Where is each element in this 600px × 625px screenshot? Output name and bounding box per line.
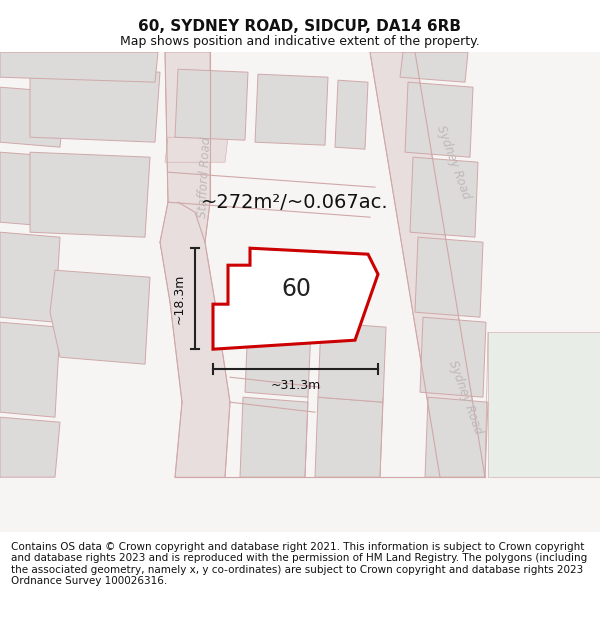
Polygon shape: [255, 74, 328, 145]
Polygon shape: [165, 137, 228, 162]
Text: Sydney Road: Sydney Road: [446, 359, 484, 436]
Text: Map shows position and indicative extent of the property.: Map shows position and indicative extent…: [120, 36, 480, 48]
Polygon shape: [370, 52, 485, 478]
Text: Sydney Road: Sydney Road: [434, 124, 472, 201]
Polygon shape: [0, 322, 60, 418]
Polygon shape: [0, 152, 65, 227]
Polygon shape: [405, 82, 473, 157]
Polygon shape: [315, 398, 383, 478]
Polygon shape: [245, 322, 311, 398]
Text: ~18.3m: ~18.3m: [173, 274, 185, 324]
Polygon shape: [50, 270, 150, 364]
Polygon shape: [160, 52, 230, 478]
Text: Contains OS data © Crown copyright and database right 2021. This information is : Contains OS data © Crown copyright and d…: [11, 542, 587, 586]
Polygon shape: [30, 67, 160, 142]
Polygon shape: [0, 52, 600, 532]
Polygon shape: [0, 87, 65, 147]
Polygon shape: [420, 317, 486, 398]
Polygon shape: [410, 157, 478, 237]
Polygon shape: [488, 332, 600, 478]
Text: 60, SYDNEY ROAD, SIDCUP, DA14 6RB: 60, SYDNEY ROAD, SIDCUP, DA14 6RB: [139, 19, 461, 34]
Polygon shape: [415, 237, 483, 317]
Polygon shape: [400, 52, 468, 82]
Text: ~272m²/~0.067ac.: ~272m²/~0.067ac.: [201, 192, 389, 212]
Polygon shape: [425, 398, 488, 478]
Polygon shape: [0, 232, 60, 322]
Text: Stafford Road: Stafford Road: [196, 136, 214, 218]
Polygon shape: [0, 52, 158, 82]
Polygon shape: [335, 80, 368, 149]
Polygon shape: [213, 248, 378, 349]
Text: ~31.3m: ~31.3m: [271, 379, 320, 392]
Polygon shape: [30, 152, 150, 237]
Polygon shape: [318, 322, 386, 402]
Polygon shape: [240, 398, 308, 478]
Text: 60: 60: [281, 278, 311, 301]
Polygon shape: [175, 69, 248, 140]
Polygon shape: [0, 418, 60, 478]
